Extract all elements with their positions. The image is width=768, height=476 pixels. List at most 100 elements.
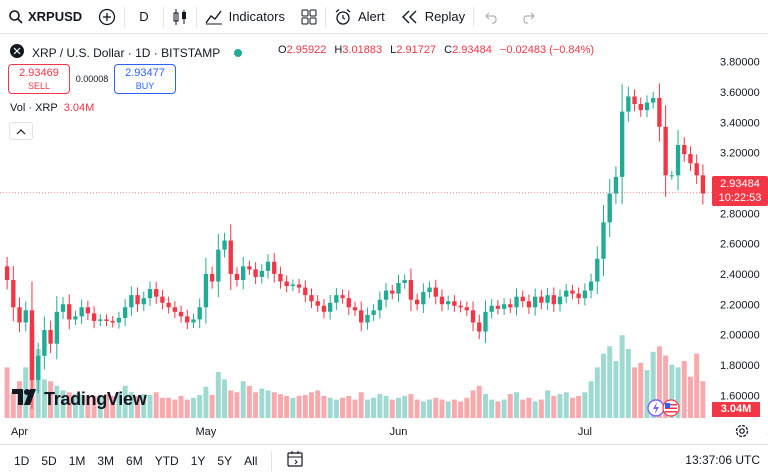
candle-body xyxy=(427,287,432,293)
chart-type-button[interactable] xyxy=(164,0,196,34)
candle-body xyxy=(458,305,463,308)
candle-body xyxy=(209,273,215,282)
volume-bar xyxy=(296,395,302,418)
range-button-5d[interactable]: 5D xyxy=(41,453,57,468)
range-button-all[interactable]: All xyxy=(244,453,258,468)
volume-bar xyxy=(464,397,470,418)
candle-body xyxy=(352,307,358,311)
tradingview-logo[interactable]: TradingView xyxy=(12,389,147,410)
candle-body xyxy=(166,302,171,308)
candle-body xyxy=(377,299,383,311)
series-legend[interactable]: XRP / U.S. Dollar · 1D · BITSTAMP xyxy=(10,44,243,61)
undo-button[interactable] xyxy=(474,0,510,34)
symbol-search[interactable]: XRPUSD xyxy=(0,0,90,34)
candle-body xyxy=(290,284,296,287)
candle-body xyxy=(129,295,134,308)
candle-body xyxy=(688,154,693,164)
volume-legend[interactable]: Vol · XRP 3.04M xyxy=(10,102,94,114)
lightning-badge-icon xyxy=(646,399,682,422)
candle-body xyxy=(216,249,221,282)
candle-body xyxy=(135,295,140,305)
time-tick-label: Jun xyxy=(390,426,408,438)
candle-body xyxy=(402,279,407,284)
volume-bar xyxy=(259,388,265,418)
volume-bar xyxy=(569,397,575,418)
volume-bar xyxy=(656,346,662,418)
ohlc-values: O2.95922 H3.01883 L2.91727 C2.93484 −0.0… xyxy=(278,44,599,56)
volume-bar xyxy=(147,395,153,418)
volume-bar xyxy=(607,346,613,418)
close-label: C xyxy=(444,44,453,56)
volume-bar xyxy=(514,392,520,418)
last-price-tag: 2.93484 10:22:53 xyxy=(712,176,768,206)
volume-bar xyxy=(302,395,308,418)
volume-bar xyxy=(246,385,252,418)
buy-button[interactable]: 2.93477 BUY xyxy=(114,64,176,94)
volume-bar xyxy=(420,401,426,418)
alert-button[interactable]: Alert xyxy=(326,0,393,34)
candle-body xyxy=(669,175,675,177)
volume-bar xyxy=(532,401,538,418)
collapse-legend-button[interactable] xyxy=(9,122,33,140)
utc-clock[interactable]: 13:37:06 UTC xyxy=(685,453,760,467)
event-flags[interactable] xyxy=(646,398,682,423)
indicators-button[interactable]: Indicators xyxy=(197,0,293,34)
buy-label: BUY xyxy=(135,81,155,91)
range-button-1d[interactable]: 1D xyxy=(14,453,30,468)
price-tick-label: 2.40000 xyxy=(720,269,760,281)
sell-button[interactable]: 2.93469 SELL xyxy=(8,64,70,94)
time-scale[interactable]: AprMayJunJulAug xyxy=(11,426,768,438)
price-tick-label: 2.80000 xyxy=(720,208,760,220)
range-button-3m[interactable]: 3M xyxy=(97,453,115,468)
range-button-6m[interactable]: 6M xyxy=(126,453,143,468)
volume-bar xyxy=(315,390,321,418)
candle-body xyxy=(23,310,28,323)
range-button-1y[interactable]: 1Y xyxy=(190,453,206,468)
date-range-button[interactable] xyxy=(286,450,304,471)
volume-bar xyxy=(470,390,476,418)
volume-bar xyxy=(333,399,339,418)
candle-body xyxy=(91,313,97,321)
volume-bar xyxy=(190,397,196,418)
candle-body xyxy=(272,261,277,274)
candle-body xyxy=(172,307,178,312)
interval-button[interactable]: D xyxy=(125,0,162,34)
candle-body xyxy=(371,310,376,315)
volume-bar xyxy=(482,394,488,418)
volume-bar xyxy=(625,349,631,418)
candle-body xyxy=(663,126,668,176)
candle-body xyxy=(539,296,544,303)
tv-logo-icon xyxy=(12,389,40,410)
redo-button[interactable] xyxy=(510,0,546,34)
high-label: H xyxy=(334,44,343,56)
volume-bar xyxy=(4,367,10,418)
layouts-button[interactable] xyxy=(293,0,325,34)
replay-button[interactable]: Replay xyxy=(393,0,473,34)
candle-body xyxy=(644,102,650,111)
candle-body xyxy=(694,163,699,176)
range-button-ytd[interactable]: YTD xyxy=(154,453,179,468)
volume-bar xyxy=(495,401,501,418)
candle-body xyxy=(321,305,327,312)
volume-bar xyxy=(265,390,271,418)
price-tick-label: 2.00000 xyxy=(720,330,760,342)
chart-settings-button[interactable] xyxy=(734,423,750,444)
range-button-5y[interactable]: 5Y xyxy=(217,453,233,468)
volume-bar xyxy=(209,395,215,418)
compare-button[interactable] xyxy=(90,0,124,34)
candle-body xyxy=(203,273,209,308)
candle-body xyxy=(284,281,289,287)
volume-bar xyxy=(377,394,383,418)
volume-bar xyxy=(632,367,638,418)
candle-body xyxy=(570,290,575,294)
range-button-1m[interactable]: 1M xyxy=(68,453,86,468)
price-scale[interactable]: 3.800003.600003.400003.200003.000002.800… xyxy=(720,57,760,403)
candle-body xyxy=(532,296,538,308)
buy-price: 2.93477 xyxy=(125,67,165,79)
price-chart[interactable]: 3.800003.600003.400003.200003.000002.800… xyxy=(0,34,768,444)
candle-body xyxy=(29,310,35,381)
open-value: 2.95922 xyxy=(286,44,327,56)
volume-bar xyxy=(675,367,681,418)
candle-body xyxy=(526,301,532,308)
candle-body xyxy=(613,176,619,194)
